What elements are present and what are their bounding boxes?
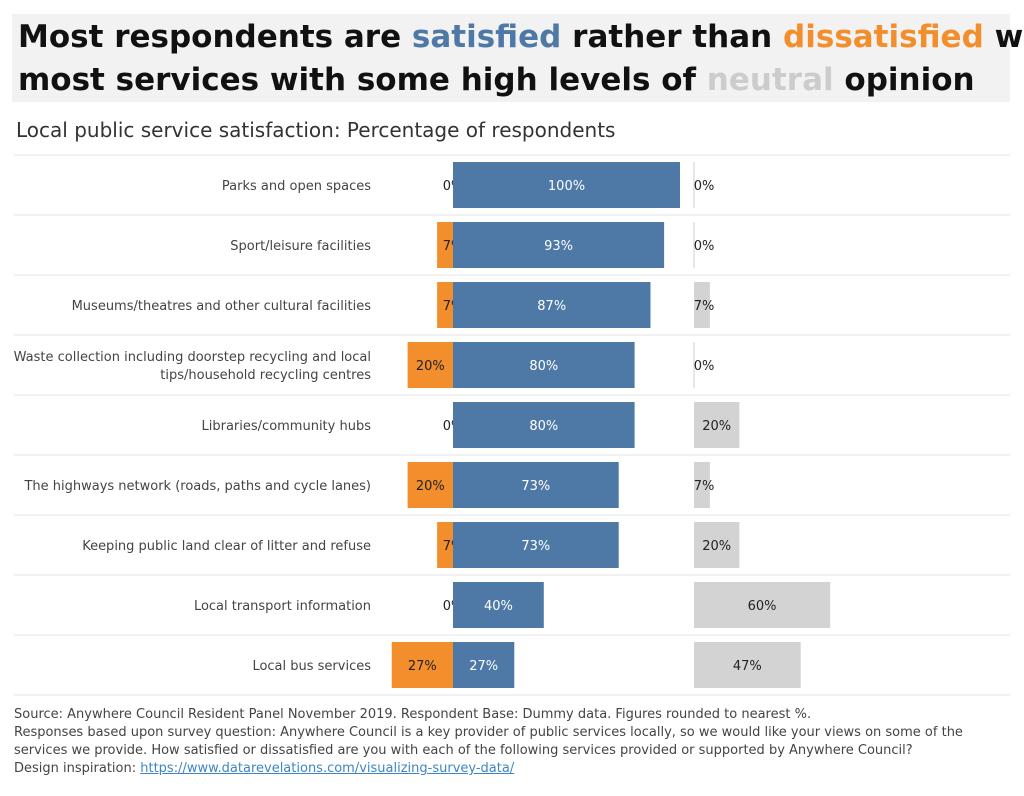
category-label: Keeping public land clear of litter and … [82,539,371,554]
bar-satisfied [453,342,635,388]
bar-dissatisfied [437,282,453,328]
bar-dissatisfied [391,642,453,688]
title-seg-dissatisfied: dissatisfied [783,19,984,55]
label-satisfied: 87% [537,299,566,314]
title-seg-satisfied: satisfied [411,19,562,55]
inspiration-label: Design inspiration: [14,761,141,776]
label-neutral: 0% [694,179,715,194]
label-satisfied: 80% [529,419,558,434]
title-seg: Most respondents are [18,19,412,55]
bar-neutral [694,462,710,508]
label-neutral: 0% [694,359,715,374]
bar-satisfied [453,582,544,628]
diverging-bar-chart: Parks and open spaces 0% 100% 0% Sport/leisu… [14,154,1010,696]
title-line-2: most services with some high levels of n… [18,61,975,99]
bar-satisfied [453,402,635,448]
category-label: Libraries/community hubs [202,419,372,434]
bar-neutral [694,582,831,628]
bar-dissatisfied [407,462,453,508]
label-neutral: 20% [702,419,731,434]
label-dissatisfied: 20% [416,479,445,494]
title-seg: rather than [561,19,784,55]
label-neutral: 7% [694,299,715,314]
inspiration-note: Design inspiration: https://www.datareve… [14,760,1010,778]
label-neutral: 47% [733,659,762,674]
bar-dissatisfied [437,222,453,268]
title-seg: opinion [833,62,975,98]
bar-neutral [694,522,740,568]
label-neutral: 0% [694,239,715,254]
category-label: Local transport information [194,599,371,614]
label-satisfied: 100% [548,179,585,194]
label-satisfied: 93% [544,239,573,254]
source-note: Source: Anywhere Council Resident Panel … [14,707,812,722]
label-neutral: 7% [694,479,715,494]
bar-dissatisfied [407,342,453,388]
bar-neutral [694,642,801,688]
category-label: Local bus services [252,659,371,674]
category-label: Parks and open spaces [222,179,371,194]
chart-subtitle: Local public service satisfaction: Perce… [16,118,616,142]
inspiration-link[interactable]: https://www.datarevelations.com/visualiz… [140,761,515,776]
label-dissatisfied: 27% [408,659,437,674]
title-seg: with [994,19,1024,55]
category-label: Sport/leisure facilities [230,239,371,254]
bar-satisfied [453,162,680,208]
category-label: Museums/theatres and other cultural faci… [72,299,372,314]
category-label: Waste collection including doorstep recy… [14,350,371,365]
title-line-1: Most respondents are satisfied rather th… [18,18,1024,56]
label-satisfied: 80% [529,359,558,374]
bar-neutral [694,402,740,448]
label-satisfied: 73% [521,479,550,494]
bar-satisfied [453,222,665,268]
bar-satisfied [453,462,619,508]
label-satisfied: 27% [469,659,498,674]
bar-satisfied [453,642,515,688]
label-dissatisfied: 20% [416,359,445,374]
bar-dissatisfied [437,522,453,568]
category-label: The highways network (roads, paths and c… [23,479,371,494]
title-seg-neutral: neutral [706,62,834,98]
title-seg: most services with some high levels of [18,62,707,98]
label-neutral: 60% [748,599,777,614]
label-neutral: 20% [702,539,731,554]
label-satisfied: 40% [484,599,513,614]
bar-neutral [694,282,710,328]
question-note: Responses based upon survey question: An… [14,725,963,758]
title-banner: Most respondents are satisfied rather th… [12,14,1024,102]
footer-notes: Source: Anywhere Council Resident Panel … [14,706,1010,778]
bar-satisfied [453,282,651,328]
label-satisfied: 73% [521,539,550,554]
category-label: tips/household recycling centres [160,368,371,383]
bar-satisfied [453,522,619,568]
